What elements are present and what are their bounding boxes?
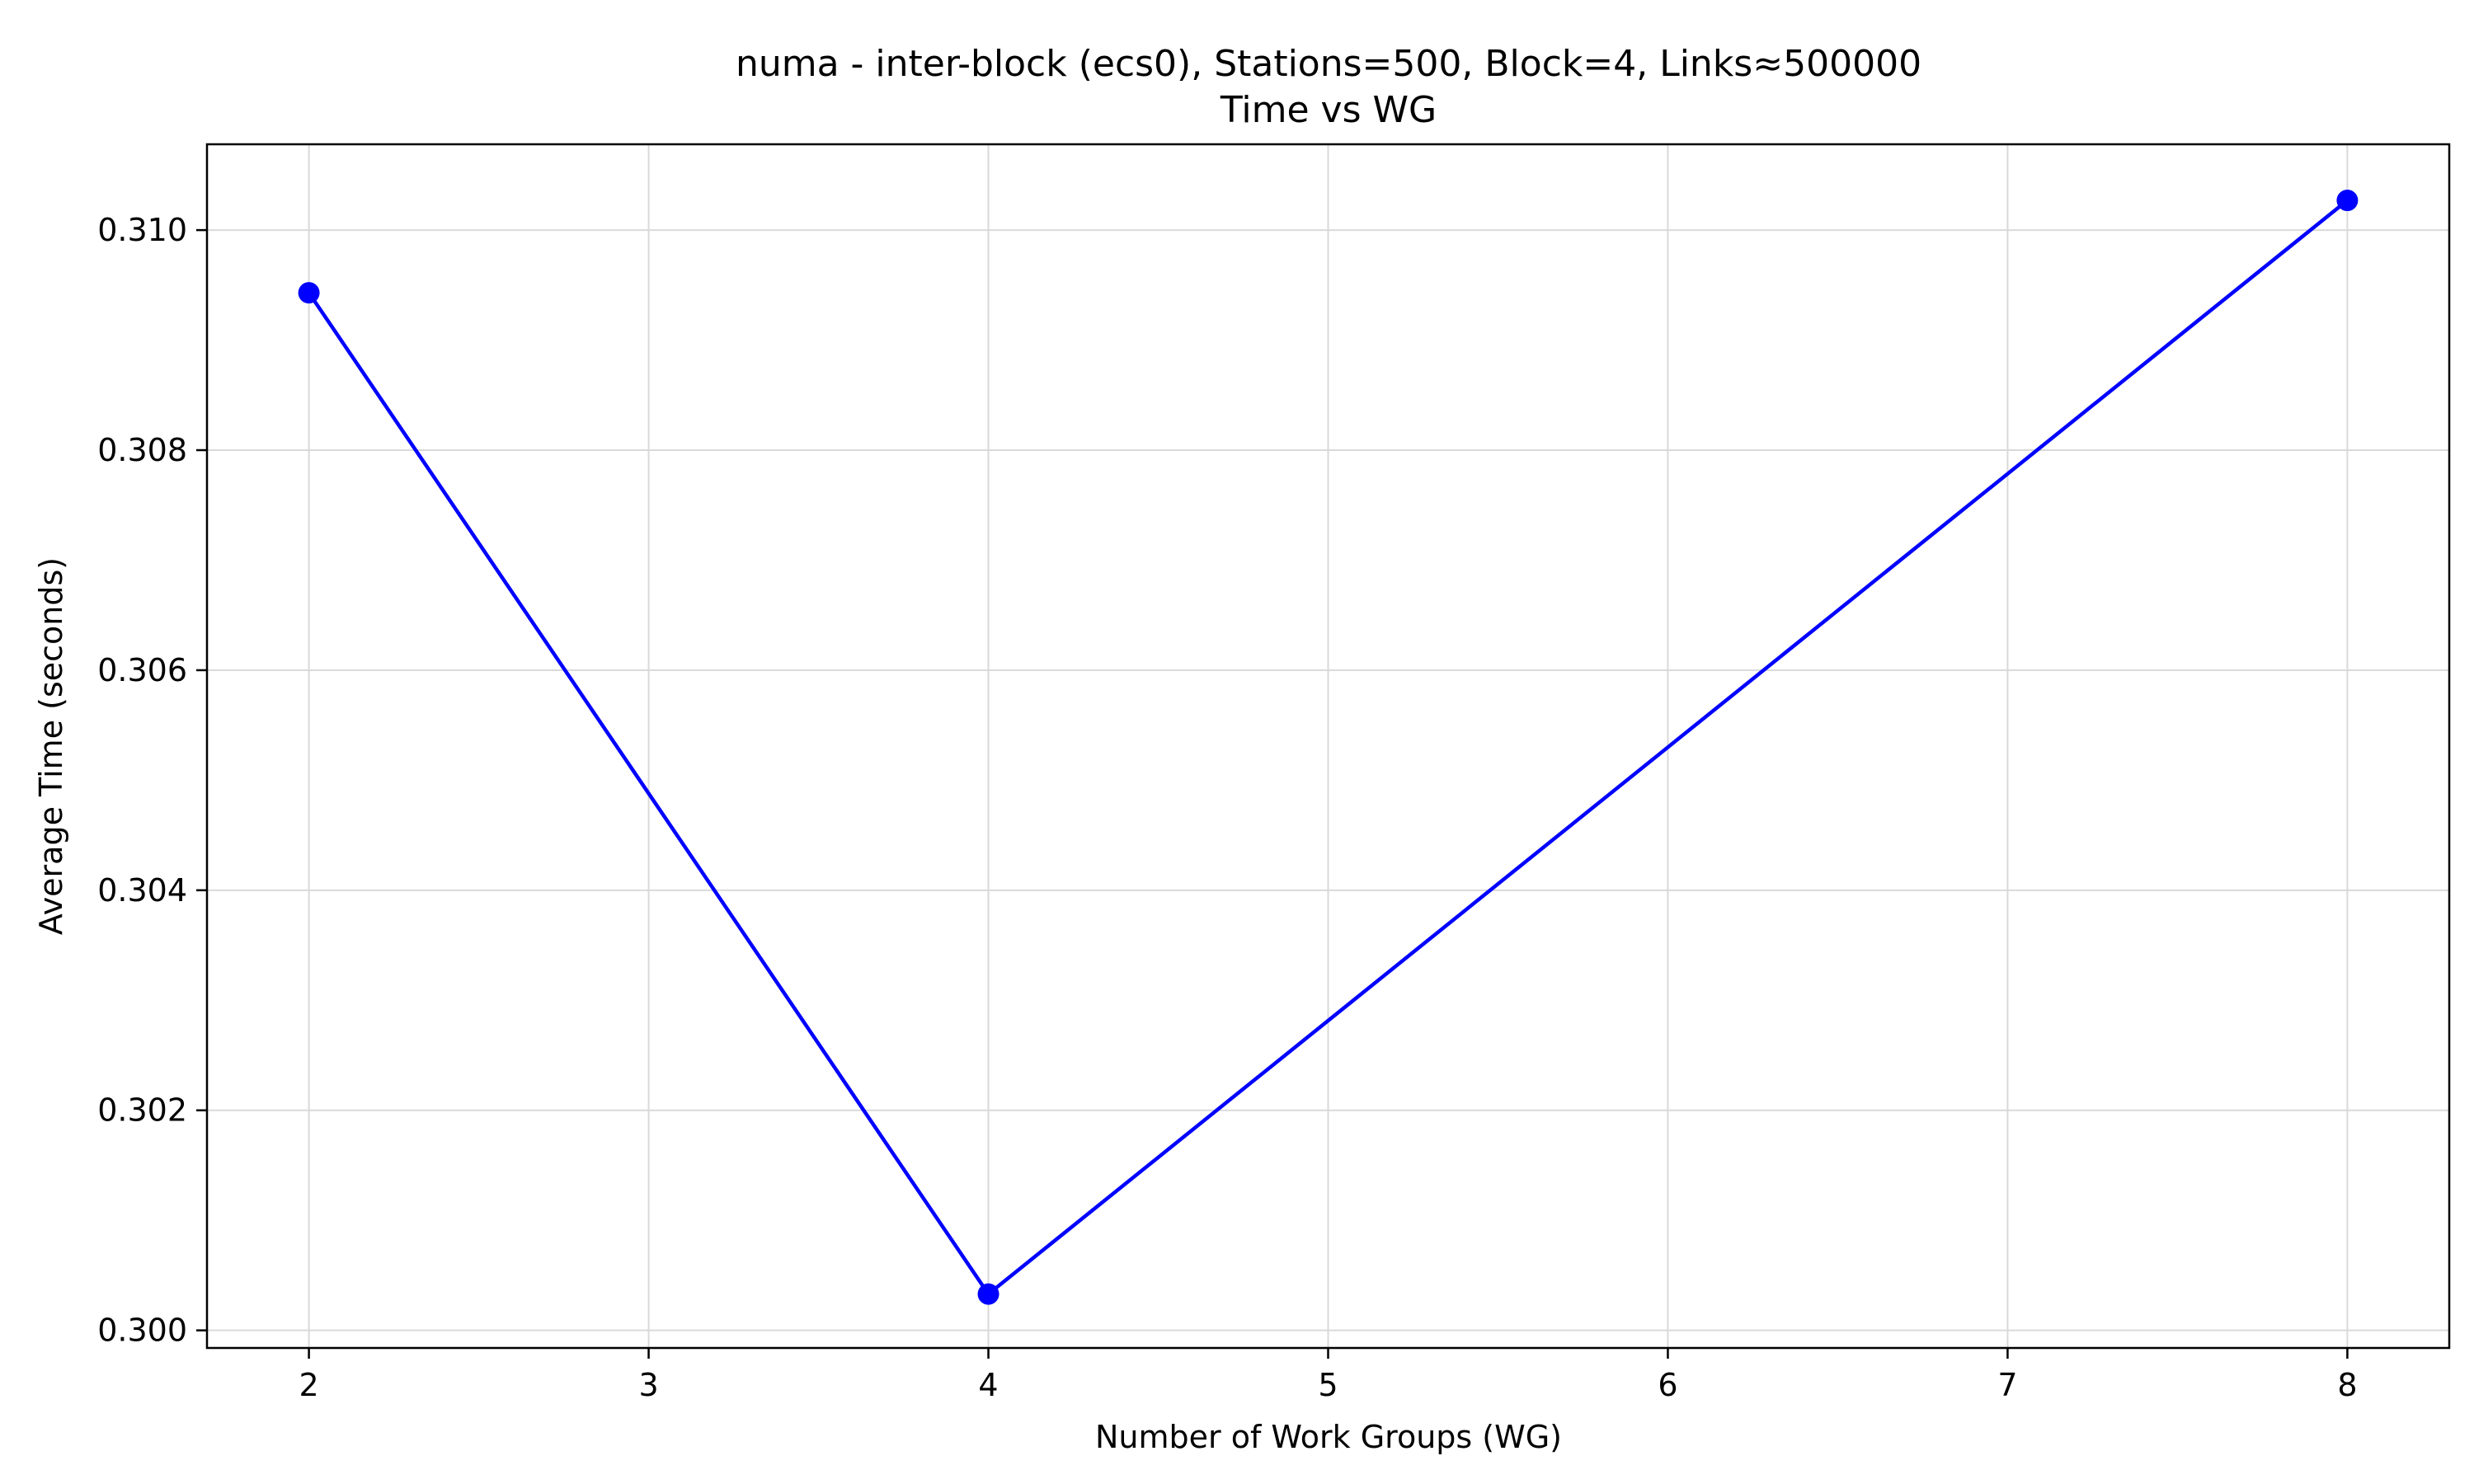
y-tick-label: 0.310 <box>97 212 187 248</box>
x-tick-label: 5 <box>1318 1367 1338 1403</box>
series-layer <box>298 190 2359 1305</box>
x-tick-label: 7 <box>1997 1367 2017 1403</box>
x-tick-label: 4 <box>978 1367 998 1403</box>
x-tick-label: 8 <box>2337 1367 2357 1403</box>
y-tick-label: 0.302 <box>97 1092 187 1129</box>
y-tick-label: 0.308 <box>97 432 187 468</box>
y-axis-label: Average Time (seconds) <box>33 557 69 935</box>
axis-ticks: 2 3 4 5 6 7 8 0.300 0.302 0.304 0.306 0.308 0.310 <box>97 212 2357 1403</box>
grid-lines <box>207 144 2449 1348</box>
x-tick-label: 6 <box>1658 1367 1677 1403</box>
y-tick-label: 0.304 <box>97 872 187 909</box>
y-tick-label: 0.306 <box>97 652 187 688</box>
data-point <box>977 1283 999 1305</box>
x-tick-label: 2 <box>299 1367 318 1403</box>
x-tick-label: 3 <box>638 1367 658 1403</box>
data-point <box>2336 190 2359 212</box>
chart-title: numa - inter-block (ecs0), Stations=500,… <box>736 43 1921 85</box>
chart-subtitle: Time vs WG <box>1220 89 1437 131</box>
y-tick-label: 0.300 <box>97 1313 187 1349</box>
data-point <box>298 282 320 304</box>
x-axis-label: Number of Work Groups (WG) <box>1095 1419 1562 1455</box>
